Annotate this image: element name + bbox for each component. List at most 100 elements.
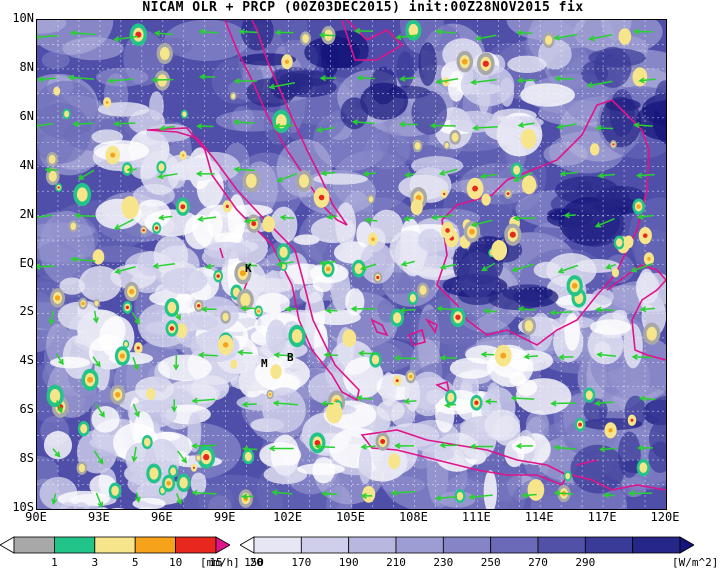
- wind-vector-head: [276, 260, 283, 267]
- wind-vector-head: [444, 402, 451, 409]
- wind-vector-head: [92, 317, 99, 324]
- wind-vector: [324, 353, 339, 357]
- wind-vector: [71, 32, 96, 36]
- wind-vector-head: [51, 498, 58, 506]
- wind-vector: [633, 356, 653, 359]
- wind-vector: [436, 495, 458, 500]
- cloud-blob: [573, 259, 621, 273]
- wind-vector: [484, 310, 498, 313]
- wind-vector-head: [198, 28, 205, 35]
- wind-vector: [243, 447, 258, 451]
- map-grid: [37, 20, 666, 509]
- colorbar-segment: [0, 536, 15, 554]
- wind-vector-head: [439, 354, 446, 361]
- precip-cell: [530, 483, 541, 497]
- precip-cell: [64, 110, 70, 118]
- cloud-blob: [411, 307, 480, 342]
- wind-vector-head: [242, 445, 249, 452]
- wind-vector: [364, 172, 377, 175]
- wind-vector-head: [279, 214, 287, 221]
- precip-core: [192, 466, 195, 469]
- cloud-blob: [157, 354, 212, 381]
- colorbar-segment: [94, 536, 136, 554]
- wind-vector-head: [284, 306, 291, 313]
- wind-vector: [192, 491, 217, 495]
- wind-vector: [160, 125, 176, 130]
- wind-vector: [37, 265, 55, 268]
- wind-vector: [327, 215, 338, 219]
- wind-vector-head: [517, 121, 525, 128]
- wind-vector-head: [359, 264, 367, 271]
- wind-vector-head: [315, 126, 323, 133]
- wind-vector-head: [205, 263, 212, 270]
- wind-vector-head: [197, 215, 204, 222]
- wind-vector: [69, 76, 95, 80]
- wind-vector: [46, 168, 58, 171]
- precip-cell: [167, 301, 177, 314]
- precip-cell: [124, 341, 128, 347]
- wind-vector: [473, 126, 498, 129]
- wind-vector: [476, 34, 497, 40]
- precip-cell: [591, 145, 598, 154]
- wind-vector: [481, 173, 498, 178]
- precip-cell: [392, 312, 402, 324]
- wind-vector-head: [357, 350, 365, 357]
- clear-sky-blob: [340, 97, 369, 130]
- wind-vector: [275, 124, 294, 128]
- olr-unit: [W/m^2]: [672, 556, 719, 569]
- x-tick-label: 111E: [461, 510, 491, 524]
- wind-vector: [37, 34, 59, 39]
- wind-vector-head: [435, 28, 442, 35]
- wind-vector-head: [314, 443, 322, 450]
- cloud-blob: [110, 507, 125, 509]
- wind-vector-head: [356, 74, 364, 82]
- wind-vector: [472, 219, 493, 227]
- wind-vector-head: [273, 351, 280, 359]
- precip-cell: [143, 437, 151, 447]
- wind-vector-head: [632, 28, 640, 35]
- precip-core: [630, 418, 634, 422]
- wind-vector: [555, 77, 574, 80]
- wind-vector: [235, 168, 255, 172]
- wind-vector-head: [484, 398, 492, 405]
- coastline-sulawesi: [606, 264, 666, 361]
- colorbar-segment: [348, 536, 397, 554]
- precip-cell: [160, 487, 165, 494]
- precipitation-field: [45, 20, 661, 508]
- colorbar-segment: [300, 536, 350, 554]
- precip-colorbar-label: 15: [209, 556, 223, 569]
- wind-vector: [550, 311, 573, 314]
- cloud-blob: [564, 313, 580, 351]
- precip-core: [181, 154, 185, 157]
- precip-cell: [240, 293, 251, 307]
- wind-vector: [269, 82, 296, 89]
- wind-vector: [396, 34, 418, 39]
- wind-vector-head: [233, 119, 240, 126]
- wind-vector-head: [470, 79, 477, 86]
- wind-vector: [192, 398, 216, 402]
- precip-cell: [291, 329, 303, 343]
- wind-vector: [512, 397, 535, 400]
- wind-vector: [114, 122, 136, 125]
- precip-core: [81, 301, 85, 306]
- wind-vector-head: [176, 498, 183, 506]
- precip-core: [54, 295, 61, 301]
- wind-vector: [631, 262, 653, 272]
- map-title: NICAM OLR + PRCP (00Z03DEC2015) init:00Z…: [142, 0, 584, 15]
- wind-vector-head: [243, 217, 251, 224]
- wind-vector: [597, 353, 617, 357]
- y-tick-label: 10S: [12, 500, 34, 514]
- precip-core: [203, 454, 210, 461]
- precip-core: [225, 204, 229, 209]
- precip-core: [380, 439, 386, 444]
- precip-cell: [565, 472, 571, 480]
- wind-vector-head: [479, 173, 487, 180]
- wind-vector: [554, 492, 574, 495]
- cloud-blob: [635, 271, 660, 305]
- precip-cell: [451, 132, 459, 142]
- wind-vector-head: [74, 212, 81, 219]
- precip-core: [500, 352, 507, 359]
- coastline-java: [360, 429, 569, 487]
- clear-sky-blob: [488, 288, 546, 311]
- precip-core: [197, 304, 201, 308]
